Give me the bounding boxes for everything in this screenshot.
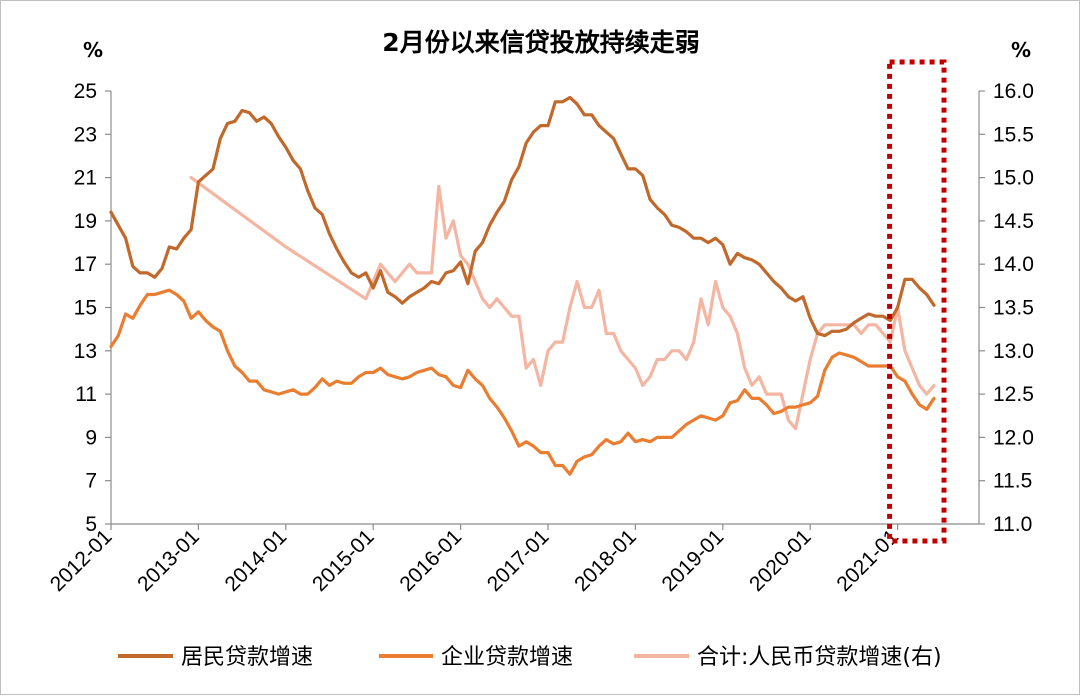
right-tick-label: 14.0 [993,253,1034,276]
x-tick-label: 2021-01 [832,525,903,596]
left-axis-unit: % [83,38,103,62]
chart-title: 2月份以来信贷投放持续走弱 [382,28,699,57]
right-tick-label: 13.5 [993,297,1034,320]
right-tick-label: 14.5 [993,210,1034,233]
x-tick-label: 2012-01 [46,525,117,596]
left-tick-label: 7 [85,470,97,493]
legend-label-1: 居民贷款增速 [181,645,313,670]
highlight-box-group [887,59,947,544]
right-tick-label: 13.0 [993,340,1034,363]
left-tick-label: 21 [74,167,97,190]
highlight-box [887,59,947,544]
left-tick-label: 15 [74,297,97,320]
left-tick-label: 19 [74,210,97,233]
series-line-3 [189,176,936,431]
right-tick-label: 16.0 [993,80,1034,103]
x-tick-label: 2020-01 [745,525,816,596]
right-tick-label: 11.5 [993,470,1032,493]
right-tick-label: 11.0 [993,513,1032,536]
x-tick-label: 2014-01 [221,525,292,596]
x-tick-label: 2016-01 [395,525,466,596]
x-tick-label: 2018-01 [570,525,641,596]
right-tick-label: 15.0 [993,167,1034,190]
right-tick-label: 12.0 [993,426,1034,449]
x-tick-label: 2013-01 [133,525,204,596]
legend-label-2: 企业贷款增速 [441,645,573,670]
x-tick-label: 2015-01 [308,525,379,596]
series-line-1 [109,95,936,338]
right-tick-label: 15.5 [993,123,1034,146]
left-tick-label: 9 [85,426,97,449]
left-tick-label: 11 [75,383,97,406]
right-tick-label: 12.5 [993,383,1034,406]
left-tick-label: 17 [74,253,97,276]
left-tick-label: 5 [85,513,97,536]
legend-label-3: 合计:人民币贷款增速(右) [697,645,942,670]
legend: 居民贷款增速 企业贷款增速 合计:人民币贷款增速(右) [118,645,942,670]
x-tick-label: 2017-01 [483,525,554,596]
right-axis-unit: % [1011,38,1031,62]
series-line-2 [109,288,936,476]
left-tick-label: 25 [74,80,97,103]
x-tick-label: 2019-01 [658,525,729,596]
left-tick-label: 23 [74,123,97,146]
series-lines [109,95,936,476]
left-tick-label: 13 [74,340,97,363]
